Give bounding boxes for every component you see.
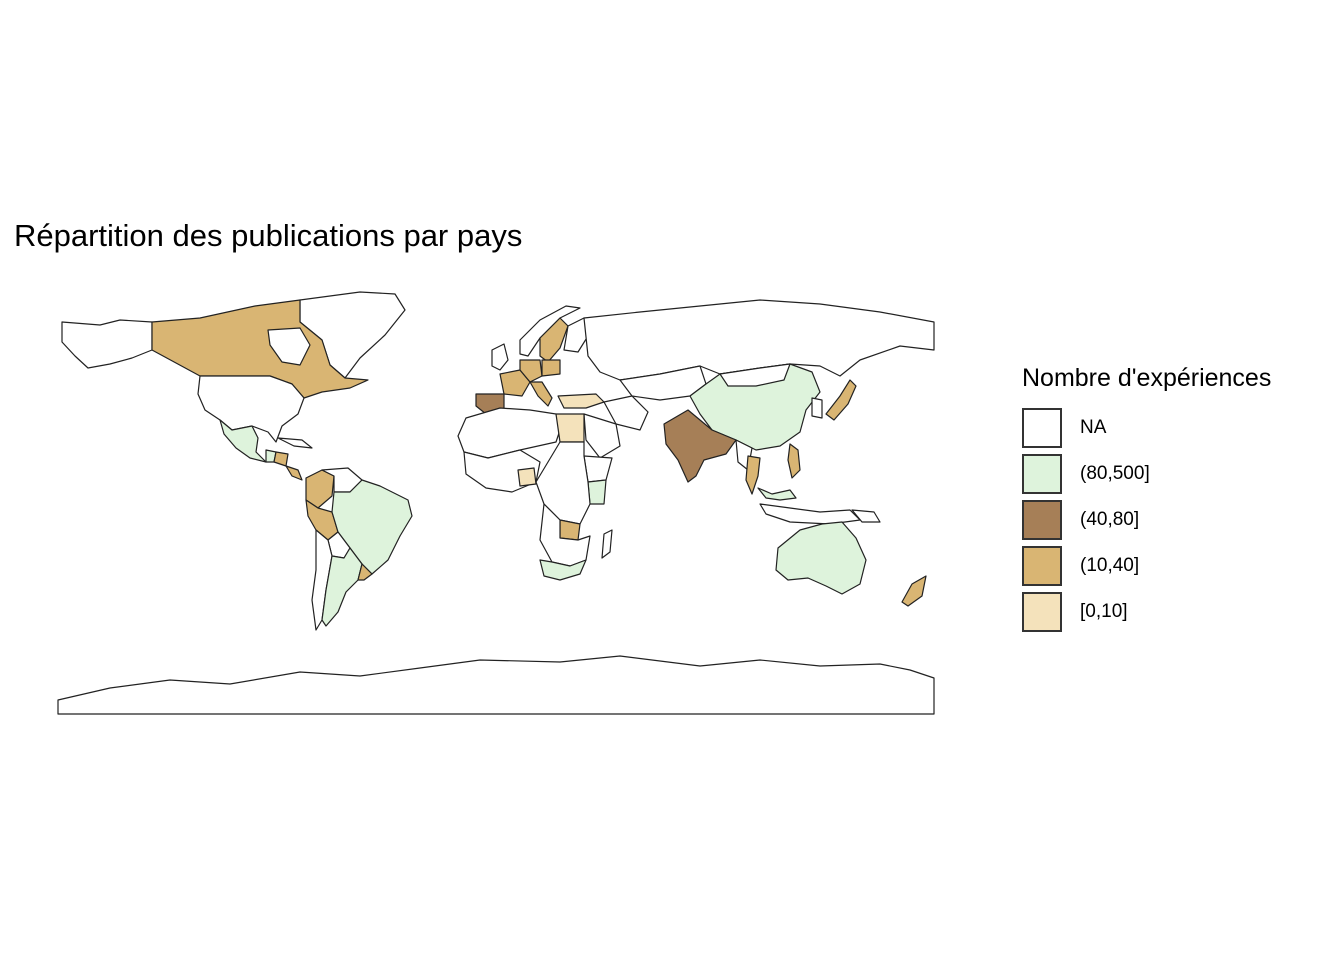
country-cuba: [277, 437, 313, 449]
country-indonesia: [759, 503, 861, 525]
country-nigeria: [517, 467, 537, 487]
legend-item: (40,80]: [1022, 497, 1271, 543]
legend-label: [0,10]: [1080, 601, 1128, 622]
country-australia: [775, 521, 867, 595]
legend-label: (10,40]: [1080, 555, 1140, 576]
country-egypt: [555, 413, 585, 443]
country-southern-africa: [539, 503, 591, 567]
legend-title: Nombre d'expériences: [1022, 364, 1272, 392]
country-japan: [825, 379, 857, 421]
country-poland: [541, 359, 561, 377]
legend-item: NA: [1022, 405, 1271, 451]
country-philippines: [787, 443, 801, 479]
country-sweden: [539, 317, 569, 363]
country-south-africa: [539, 559, 587, 581]
legend-swatch-10-40: [1022, 546, 1062, 586]
legend-label: (80,500]: [1080, 463, 1150, 484]
country-uk: [491, 343, 509, 371]
country-thailand: [745, 455, 761, 495]
country-united-states: [197, 375, 305, 443]
country-argentina: [321, 547, 363, 627]
country-france: [499, 369, 531, 397]
legend-label: NA: [1080, 417, 1107, 438]
country-north-africa: [457, 407, 561, 459]
country-india: [663, 409, 737, 483]
country-germany: [519, 359, 543, 383]
legend-item: [0,10]: [1022, 589, 1271, 635]
country-alaska: [61, 319, 153, 369]
legend-swatch-80-500: [1022, 454, 1062, 494]
country-malaysia: [757, 487, 797, 501]
country-turkey: [557, 393, 605, 409]
country-ethiopia: [583, 455, 613, 483]
country-finland: [563, 317, 589, 353]
country-iran: [603, 395, 649, 431]
legend-swatch-0-10: [1022, 592, 1062, 632]
country-honduras: [273, 451, 289, 467]
country-zambia: [559, 519, 581, 541]
country-kenya: [587, 479, 607, 505]
map-title: Répartition des publications par pays: [14, 218, 523, 253]
map-legend: Nombre d'expériences NA (80,500] (40,80]…: [1022, 364, 1271, 635]
legend-item: (10,40]: [1022, 543, 1271, 589]
legend-label: (40,80]: [1080, 509, 1140, 530]
country-uruguay: [357, 563, 373, 581]
antarctica: [57, 655, 935, 715]
country-papua-new-guinea: [851, 509, 881, 523]
country-mexico: [219, 419, 267, 463]
country-saudi-arabia: [583, 413, 621, 459]
legend-swatch-40-80: [1022, 500, 1062, 540]
hudson-bay: [267, 327, 311, 366]
country-costa-rica: [285, 465, 303, 481]
country-madagascar: [601, 529, 613, 559]
legend-item: (80,500]: [1022, 451, 1271, 497]
country-italy: [529, 381, 553, 407]
country-mongolia: [719, 363, 791, 387]
legend-swatch-na: [1022, 408, 1062, 448]
country-new-zealand: [901, 575, 927, 607]
country-korea: [811, 397, 823, 419]
